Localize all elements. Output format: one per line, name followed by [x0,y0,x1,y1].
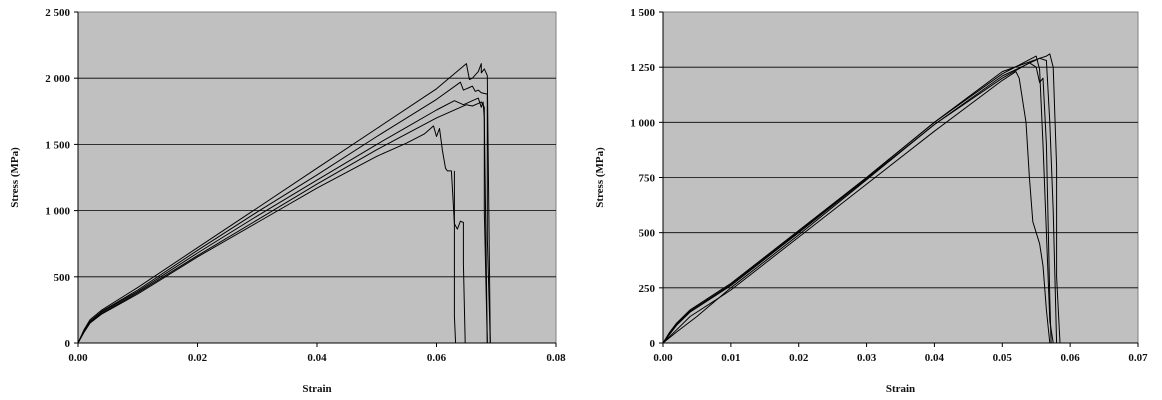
x-tick-label: 0.02 [789,352,809,364]
series-line-4 [77,101,488,344]
y-tick-label: 0 [650,338,656,350]
x-tick-label: 0.06 [1061,352,1081,364]
y-tick-label: 1 250 [630,62,655,74]
x-tick-label: 0.06 [427,352,447,364]
x-tick-label: 0.00 [653,352,673,364]
x-tick-label: 0.05 [993,352,1013,364]
plot-area [77,11,557,344]
y-axis-label: Stress (MPa) [594,147,606,208]
x-tick-label: 0.08 [546,352,566,364]
y-tick-label: 250 [639,283,656,295]
y-tick-label: 500 [54,272,71,284]
y-tick-label: 1 000 [630,117,655,129]
x-tick-label: 0.02 [188,352,208,364]
chart-left-svg: 0 500 1 000 1 500 2 000 2 500 0.00 0.02 0.04 0.06… [9,7,566,395]
x-tick-label: 0.07 [1128,352,1148,364]
stress-strain-chart-left: 0 500 1 000 1 500 2 000 2 500 0.00 0.02 0.04 0.06… [9,7,566,395]
y-axis-label: Stress (MPa) [9,147,21,208]
series-line-1 [77,63,491,344]
x-tick-label: 0.04 [307,352,327,364]
y-tick-label: 2 500 [45,7,70,19]
x-axis-label: Strain [302,383,331,395]
series-line-3 [77,97,488,344]
stress-strain-chart-right: 0 250 500 750 1 000 1 250 1 500 0.00 0.01 0.02 0.0… [581,0,1162,400]
y-tick-label: 750 [639,173,656,185]
y-tick-label: 1 500 [630,7,655,19]
y-tick-label: 1 500 [45,139,70,151]
series-line-5 [77,125,466,344]
x-tick-label: 0.03 [857,352,877,364]
series-line-6 [453,170,457,344]
x-tick-label: 0.04 [925,352,945,364]
y-tick-label: 1 000 [45,206,70,218]
y-tick-label: 500 [639,228,656,240]
x-tick-label: 0.01 [721,352,740,364]
x-tick-label: 0.00 [68,352,88,364]
series-line-2 [662,53,1061,344]
y-tick-label: 2 000 [45,73,70,85]
series-line-2 [77,81,491,344]
chart-right-svg: 0 250 500 750 1 000 1 250 1 500 0.00 0.01 0.02 0.0… [594,7,1148,395]
x-axis-label: Strain [886,383,915,395]
series-line-5 [662,57,1058,344]
y-tick-label: 0 [65,338,71,350]
